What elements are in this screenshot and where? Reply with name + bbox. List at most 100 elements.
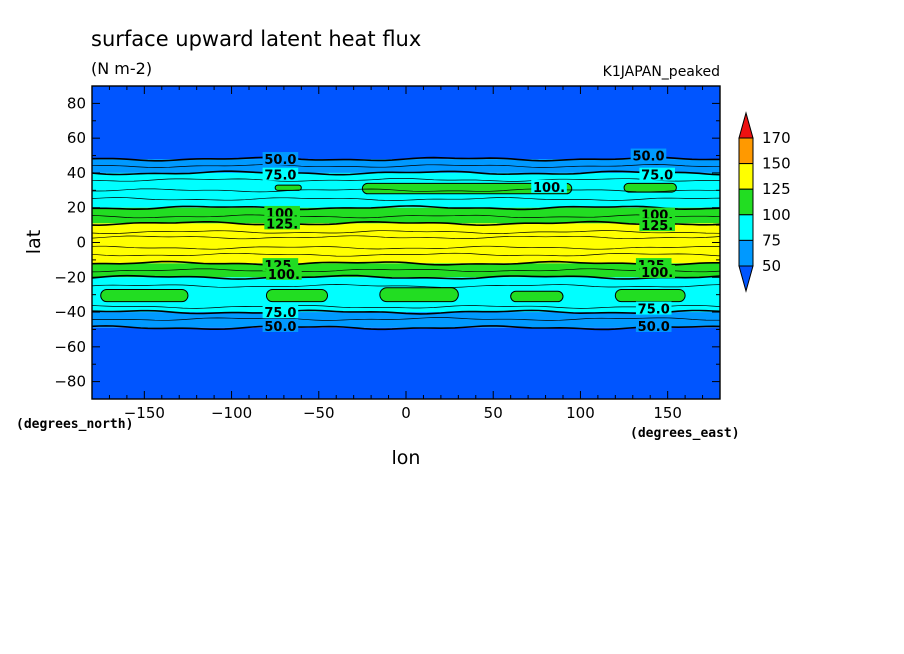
contour-line <box>91 170 721 176</box>
y-tick-label: 40 <box>67 164 86 182</box>
contour-label: 75.0 <box>641 169 673 184</box>
contour-line <box>91 268 721 273</box>
colorbar: 170 150 125 100 75 50 <box>738 111 791 293</box>
contour-label: 100. <box>268 268 300 283</box>
contour-line <box>91 220 721 227</box>
contour-label-bg <box>262 305 299 319</box>
patch-100-125 <box>100 288 189 303</box>
patch-100-125 <box>614 288 686 303</box>
y-tick-label: −20 <box>54 268 86 286</box>
y-tick-label: 20 <box>67 199 86 217</box>
y-tick-label: −60 <box>54 338 86 356</box>
contour-label-bg <box>262 318 299 332</box>
colorbar-extend-max <box>738 111 754 139</box>
contour-label: 100. <box>533 181 565 196</box>
contour-fills <box>92 86 720 399</box>
contour-label-bg <box>635 318 672 332</box>
band-below_50 <box>92 327 720 399</box>
y-tick-label: −80 <box>54 373 86 391</box>
patch-100-125 <box>265 288 329 303</box>
colorbar-segment-75_100 <box>738 214 754 241</box>
band-50_75 <box>92 312 720 328</box>
contour-lines <box>91 156 721 331</box>
colorbar-label: 100 <box>762 206 791 224</box>
contour-line <box>91 164 720 168</box>
colorbar-label: 50 <box>762 257 781 275</box>
contour-line <box>91 156 720 162</box>
contour-label-bg <box>639 207 675 221</box>
contour-label: 75.0 <box>264 169 296 184</box>
contour-line <box>91 245 721 250</box>
contour-line <box>91 309 721 315</box>
x-tick-label: 0 <box>401 404 411 422</box>
y-tick-label: 0 <box>76 234 86 252</box>
contour-line <box>91 325 721 331</box>
contour-line <box>91 230 721 234</box>
contour-label: 75.0 <box>638 303 670 318</box>
contour-line <box>92 205 721 211</box>
x-tick-label: 100 <box>566 404 595 422</box>
contour-line <box>91 214 721 219</box>
contour-line <box>91 274 721 280</box>
contour-line <box>91 252 721 257</box>
colorbar-segment-150_170 <box>738 137 754 165</box>
contour-line <box>91 197 721 201</box>
contour-label-bg <box>635 301 672 315</box>
contour-label: 50.0 <box>632 150 664 165</box>
x-axis-label: lon <box>392 447 421 469</box>
chart-units: (N m-2) <box>91 59 152 78</box>
patch-100-125 <box>510 290 564 303</box>
contour-label: 100. <box>641 266 673 281</box>
contour-label-bg <box>264 216 300 230</box>
patch-100-125 <box>274 184 302 191</box>
y-axis-ticks: 80 60 40 20 0 −20 −40 −60 −80 <box>54 94 720 391</box>
contour-label-bg <box>262 167 299 181</box>
contour-label: 125. <box>266 217 298 232</box>
model-label: K1JAPAN_peaked <box>603 64 720 80</box>
contour-label: 75.0 <box>264 306 296 321</box>
y-tick-label: −40 <box>54 303 86 321</box>
y-tick-label: 60 <box>67 129 86 147</box>
contour-label-bg <box>630 148 667 162</box>
x-tick-label: −100 <box>211 404 252 422</box>
contour-label-bg <box>264 205 300 219</box>
x-tick-label: 50 <box>484 404 503 422</box>
colorbar-label: 75 <box>762 231 781 249</box>
colorbar-label: 170 <box>762 129 791 147</box>
contour-label-bg <box>639 265 675 279</box>
contour-label: 50.0 <box>638 320 670 335</box>
contour-line <box>91 235 721 240</box>
x-unit-label: (degrees_east) <box>630 426 740 441</box>
contour-label-bg <box>531 179 567 193</box>
contour-label: 125. <box>641 219 673 234</box>
contour-line <box>91 317 720 321</box>
y-tick-label: 80 <box>67 94 86 112</box>
contour-label: 50.0 <box>264 153 296 168</box>
x-axis-ticks: −150 −100 −50 0 50 100 150 <box>108 86 704 422</box>
contour-line <box>91 284 721 288</box>
band-below_50 <box>92 86 720 160</box>
colorbar-segment-125_150 <box>738 163 754 190</box>
band-100_125 <box>92 263 720 278</box>
contour-label-bg <box>262 152 299 166</box>
contour-label: 50.0 <box>264 320 296 335</box>
band-125_150 <box>92 223 720 264</box>
y-unit-label: (degrees_north) <box>16 417 133 432</box>
x-tick-label: −150 <box>124 404 165 422</box>
chart-title: surface upward latent heat flux <box>91 27 421 51</box>
contour-line <box>91 260 720 267</box>
contour-labels: 50.0 50.075.0 75.0100.100.125.100.125.125.… <box>262 148 675 335</box>
contour-label-bg <box>266 266 302 280</box>
contour-line <box>91 178 721 182</box>
x-tick-label: 150 <box>653 404 682 422</box>
patch-100-125 <box>379 287 459 303</box>
colorbar-segment-100_125 <box>738 188 754 216</box>
colorbar-segment-50_75 <box>738 239 754 267</box>
contour-line <box>92 188 721 193</box>
colorbar-label: 150 <box>762 155 791 173</box>
contour-label-bg <box>639 167 675 181</box>
contour-line <box>91 304 721 309</box>
contour-label-bg <box>639 218 675 232</box>
colorbar-extend-min <box>738 265 754 293</box>
